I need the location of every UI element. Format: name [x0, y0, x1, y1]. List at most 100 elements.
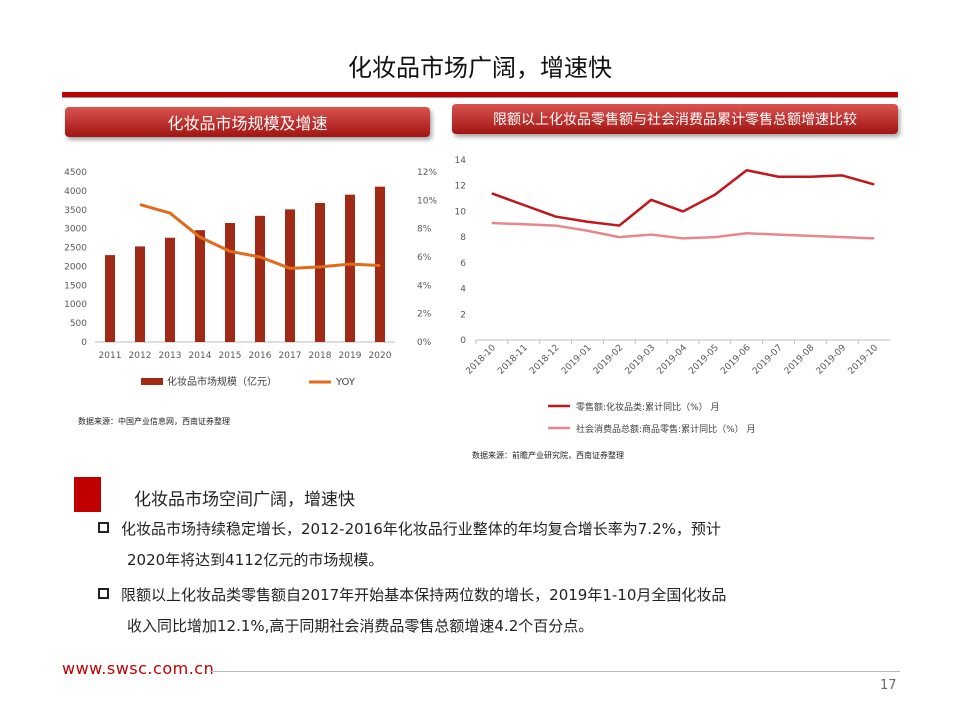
y-tick-label: 8	[460, 233, 466, 243]
series-point-1	[841, 174, 843, 176]
y-left-tick-label: 3000	[64, 225, 87, 235]
x-tick-label: 2019-10	[847, 343, 881, 377]
series-point-1	[586, 221, 588, 223]
yoy-point	[349, 263, 351, 265]
x-tick-label: 2013	[159, 351, 182, 361]
series-line-2	[491, 221, 875, 240]
x-tick-label: 2019-05	[687, 343, 721, 377]
bar	[135, 246, 145, 342]
series-point-1	[555, 216, 557, 218]
legend-line-label: YOY	[335, 377, 356, 388]
x-tick-label: 2012	[129, 351, 152, 361]
right-chart-header: 限额以上化妆品零售额与社会消费品累计零售总额增速比较	[452, 104, 898, 134]
series-point-2	[778, 234, 780, 236]
yoy-point	[289, 267, 291, 269]
x-tick-label: 2019-07	[751, 343, 785, 377]
y-tick-label: 10	[455, 207, 467, 217]
bar	[105, 255, 115, 342]
y-right-tick-label: 12%	[417, 168, 437, 178]
bar	[225, 223, 235, 342]
x-tick-label: 2019	[339, 351, 362, 361]
y-right-tick-label: 8%	[417, 225, 432, 235]
x-tick-label: 2018	[309, 351, 332, 361]
series-point-1	[778, 176, 780, 178]
series-point-1	[491, 192, 493, 194]
y-tick-label: 6	[460, 259, 466, 269]
left-chart-header: 化妆品市场规模及增速	[65, 107, 430, 137]
y-tick-label: 2	[460, 310, 466, 320]
bullet-square-icon	[98, 522, 109, 533]
x-tick-label: 2020	[369, 351, 392, 361]
yoy-point	[319, 266, 321, 268]
legend-label-1: 零售额:化妆品类:累计同比（%） 月	[576, 401, 719, 413]
series-point-1	[682, 210, 684, 212]
bar	[315, 202, 325, 342]
legend-bar-label: 化妆品市场规模（亿元）	[167, 375, 277, 388]
y-right-tick-label: 0%	[417, 338, 432, 348]
title-rule	[62, 92, 898, 97]
right-source-note: 数据来源：前瞻产业研究院，西南证券整理	[472, 451, 624, 460]
yoy-point	[229, 250, 231, 252]
bullet-square-icon	[98, 588, 109, 599]
x-tick-label: 2018-12	[528, 343, 562, 377]
bullet-1: 化妆品市场持续稳定增长，2012-2016年化妆品行业整体的年均复合增长率为7.…	[98, 514, 898, 576]
bar	[165, 237, 175, 342]
x-tick-label: 2019-06	[719, 343, 753, 377]
yoy-point	[259, 256, 261, 258]
y-right-tick-label: 2%	[417, 310, 432, 320]
series-point-2	[618, 236, 620, 238]
series-line-1	[491, 169, 875, 227]
x-tick-label: 2019-03	[624, 343, 658, 377]
bar	[285, 209, 295, 342]
title-rule-shadow	[62, 97, 898, 98]
y-right-tick-label: 6%	[417, 253, 432, 263]
series-point-2	[682, 237, 684, 239]
yoy-point	[169, 212, 171, 214]
series-point-2	[873, 237, 875, 239]
yoy-point	[199, 236, 201, 238]
y-left-tick-label: 3500	[64, 206, 87, 216]
y-left-tick-label: 4500	[64, 168, 87, 178]
y-left-tick-label: 1500	[64, 281, 87, 291]
y-left-tick-label: 0	[81, 338, 87, 348]
series-point-1	[650, 199, 652, 201]
bullet-2: 限额以上化妆品类零售额自2017年开始基本保持两位数的增长，2019年1-10月…	[98, 580, 898, 642]
series-point-2	[586, 230, 588, 232]
bullet-2-line1: 限额以上化妆品类零售额自2017年开始基本保持两位数的增长，2019年1-10月…	[121, 586, 727, 604]
footer-url[interactable]: www.swsc.com.cn	[62, 659, 215, 678]
y-left-tick-label: 500	[70, 319, 87, 329]
series-point-2	[714, 236, 716, 238]
left-source-note: 数据来源：中国产业信息网，西南证券整理	[78, 417, 230, 426]
series-point-2	[746, 232, 748, 234]
x-tick-label: 2019-08	[783, 343, 817, 377]
yoy-point	[379, 265, 381, 266]
y-left-tick-label: 2500	[64, 244, 87, 254]
series-point-1	[809, 176, 811, 178]
series-point-1	[746, 169, 748, 171]
page-number: 17	[880, 678, 897, 693]
series-point-2	[650, 234, 652, 236]
series-point-2	[809, 235, 811, 237]
x-tick-label: 2018-11	[496, 343, 530, 377]
series-point-2	[491, 222, 493, 224]
y-left-tick-label: 2000	[64, 262, 87, 272]
y-right-tick-label: 4%	[417, 281, 432, 291]
series-point-1	[618, 225, 620, 227]
y-right-tick-label: 10%	[417, 196, 437, 206]
series-point-2	[523, 223, 525, 225]
x-tick-label: 2011	[99, 351, 122, 361]
bar	[345, 194, 355, 342]
x-tick-label: 2018-10	[464, 343, 498, 377]
retail-growth-chart: 024681012142018-102018-112018-122019-012…	[455, 156, 890, 435]
y-left-tick-label: 4000	[64, 187, 87, 197]
footer-rule	[210, 671, 900, 672]
y-tick-label: 0	[460, 336, 466, 346]
x-tick-label: 2019-02	[592, 343, 626, 377]
slide-title: 化妆品市场广阔，增速快	[348, 54, 612, 82]
market-size-chart: 0 500 1000 1500 2000 2500 3000 3500 4000 4500 0% 2%…	[64, 168, 437, 388]
legend-label-2: 社会消费品总额:商品零售:累计同比（%） 月	[576, 423, 755, 435]
y-tick-label: 14	[455, 156, 467, 166]
bullet-1-line1: 化妆品市场持续稳定增长，2012-2016年化妆品行业整体的年均复合增长率为7.…	[121, 520, 721, 538]
series-point-1	[873, 183, 875, 185]
bullet-1-line2: 2020年将达到4112亿元的市场规模。	[127, 551, 384, 569]
